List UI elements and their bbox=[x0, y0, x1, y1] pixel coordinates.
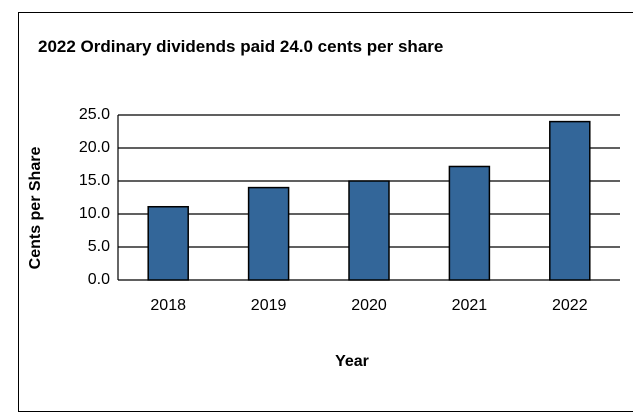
x-tick-label: 2021 bbox=[452, 297, 488, 314]
x-tick-label: 2018 bbox=[150, 297, 186, 314]
y-tick-label: 15.0 bbox=[79, 172, 110, 189]
y-tick-label: 5.0 bbox=[88, 238, 110, 255]
bar bbox=[348, 180, 390, 281]
page: 2022 Ordinary dividends paid 24.0 cents … bbox=[18, 12, 633, 412]
bar bbox=[448, 165, 491, 281]
chart: Year Cents per Share 0.0 5.0 10.0 15.0 20.0 2… bbox=[27, 106, 620, 370]
y-axis-label: Cents per Share bbox=[27, 147, 44, 270]
x-axis-label: Year bbox=[335, 353, 369, 370]
x-tick-label: 2022 bbox=[552, 297, 588, 314]
bar bbox=[147, 205, 189, 281]
x-tick-label: 2020 bbox=[351, 297, 387, 314]
y-tick-label: 10.0 bbox=[79, 205, 110, 222]
y-tick-label: 0.0 bbox=[88, 271, 110, 288]
y-tick-label: 25.0 bbox=[79, 106, 110, 123]
bar bbox=[549, 120, 591, 281]
chart-title: 2022 Ordinary dividends paid 24.0 cents … bbox=[38, 37, 444, 56]
y-tick-label: 20.0 bbox=[79, 139, 110, 156]
bar bbox=[247, 186, 290, 281]
x-tick-label: 2019 bbox=[251, 297, 287, 314]
